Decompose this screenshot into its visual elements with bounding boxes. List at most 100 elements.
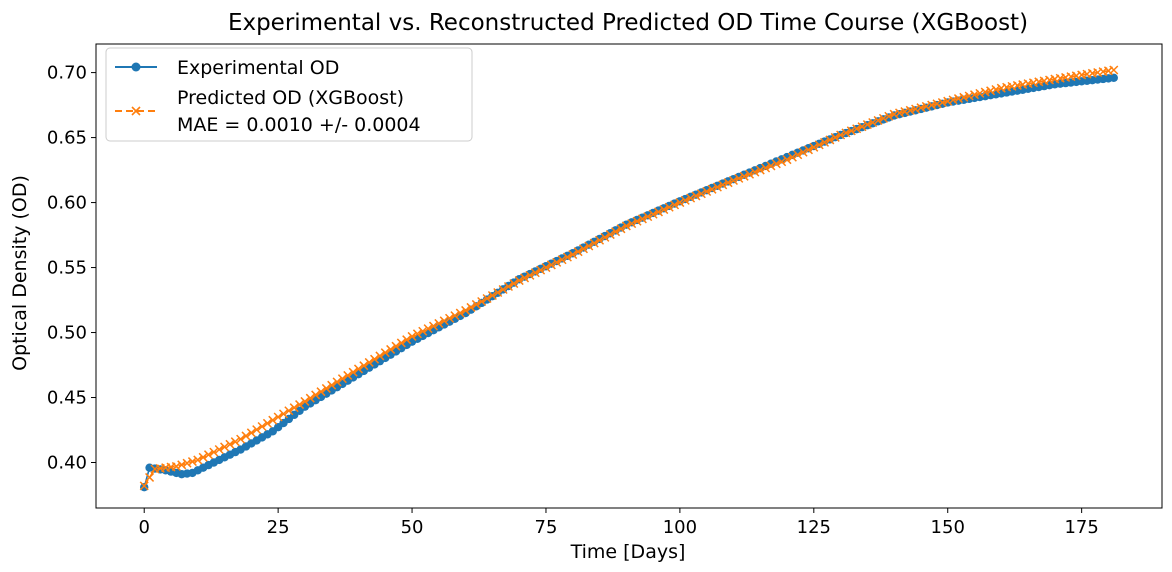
legend-entry-predicted: Predicted OD (XGBoost) MAE = 0.0010 +/- …: [115, 87, 421, 136]
data-point-predicted: [284, 406, 294, 416]
y-axis-label: Optical Density (OD): [9, 175, 31, 371]
legend-label-experimental: Experimental OD: [177, 57, 339, 79]
legend-entry-experimental: Experimental OD: [115, 57, 339, 79]
data-point-predicted: [980, 87, 990, 97]
y-tick-label: 0.40: [47, 453, 87, 474]
data-point-predicted: [246, 428, 256, 438]
y-tick-label: 0.65: [47, 128, 87, 149]
data-point-predicted: [396, 338, 406, 348]
data-point-predicted: [198, 452, 208, 462]
data-point-predicted: [370, 354, 380, 364]
data-point-experimental: [1109, 73, 1118, 82]
y-tick-label: 0.55: [47, 258, 87, 279]
data-point-predicted: [846, 126, 856, 136]
data-point-predicted: [445, 313, 455, 323]
data-point-predicted: [900, 107, 910, 117]
data-point-predicted: [295, 400, 305, 410]
data-point-predicted: [728, 175, 738, 186]
data-point-predicted: [600, 232, 610, 242]
data-point-predicted: [380, 348, 390, 358]
x-tick-label: 75: [535, 517, 558, 538]
data-point-predicted: [262, 418, 272, 428]
data-point-predicted: [680, 195, 690, 205]
data-point-predicted: [525, 270, 535, 280]
data-point-predicted: [632, 216, 642, 226]
data-point-predicted: [653, 207, 663, 217]
data-point-predicted: [193, 455, 203, 465]
x-axis-label: Time [Days]: [570, 541, 686, 563]
x-tick-label: 150: [931, 517, 965, 538]
data-point-predicted: [230, 437, 240, 447]
y-tick-label: 0.60: [47, 193, 87, 214]
data-point-predicted: [627, 219, 637, 229]
data-point-predicted: [300, 396, 310, 406]
data-point-predicted: [964, 91, 974, 101]
data-point-predicted: [386, 344, 396, 354]
plot-area: 0 25 50 75 100 125 150 175 0.40 0.45 0.50 0.55 0.60 0…: [47, 43, 1163, 538]
data-point-predicted: [761, 163, 771, 173]
data-point-predicted: [932, 99, 942, 109]
data-point-predicted: [712, 182, 722, 192]
data-point-predicted: [343, 370, 353, 380]
x-tick-label: 0: [138, 517, 149, 538]
data-point-predicted: [177, 460, 187, 470]
data-point-predicted: [332, 377, 342, 387]
data-point-predicted: [862, 120, 872, 130]
data-point-predicted: [991, 84, 1001, 95]
data-point-predicted: [289, 403, 299, 413]
data-point-predicted: [986, 86, 996, 96]
data-point-predicted: [878, 113, 888, 123]
data-point-predicted: [744, 169, 755, 179]
data-point-predicted: [305, 393, 315, 403]
data-point-predicted: [637, 214, 647, 224]
data-point-predicted: [530, 268, 540, 278]
data-point-predicted: [428, 321, 439, 331]
data-point-predicted: [777, 157, 787, 167]
y-tick-label: 0.45: [47, 388, 87, 409]
data-point-predicted: [503, 281, 514, 292]
data-point-predicted: [391, 341, 401, 351]
data-point-predicted: [236, 434, 246, 444]
data-point-predicted: [273, 412, 283, 422]
data-point-predicted: [611, 227, 621, 237]
data-point-predicted: [337, 374, 347, 384]
data-point-predicted: [809, 142, 819, 152]
data-point-predicted: [562, 252, 572, 262]
data-point-predicted: [852, 124, 862, 134]
data-point-predicted: [894, 108, 905, 118]
data-point-predicted: [975, 88, 985, 98]
data-point-predicted: [819, 137, 830, 147]
data-point-predicted: [595, 235, 605, 245]
data-point-predicted: [739, 171, 749, 181]
data-point-predicted: [659, 205, 669, 215]
x-tick-label: 100: [663, 517, 697, 538]
legend-label-predicted: Predicted OD (XGBoost): [177, 87, 404, 109]
data-point-predicted: [568, 250, 578, 260]
data-point-predicted: [220, 442, 230, 452]
data-point-predicted: [616, 224, 626, 234]
data-point-predicted: [311, 390, 321, 400]
data-point-predicted: [702, 186, 712, 197]
legend: Experimental OD Predicted OD (XGBoost) M…: [105, 47, 473, 142]
data-point-predicted: [434, 318, 444, 328]
data-point-predicted: [364, 357, 374, 367]
data-point-experimental: [140, 483, 149, 492]
data-point-predicted: [750, 167, 760, 177]
data-point-predicted: [766, 161, 776, 171]
data-point-predicted: [482, 293, 492, 304]
x-tick-label: 50: [401, 517, 424, 538]
data-point-predicted: [520, 273, 530, 283]
data-point-predicted: [209, 447, 219, 457]
data-point-predicted: [1109, 65, 1119, 75]
data-point-predicted: [905, 105, 915, 115]
data-point-predicted: [830, 132, 840, 142]
data-point-predicted: [670, 200, 680, 210]
data-point-predicted: [948, 95, 958, 105]
data-point-predicted: [557, 255, 567, 265]
data-point-predicted: [755, 165, 765, 175]
legend-marker-circle: [131, 62, 141, 72]
data-point-predicted: [884, 111, 894, 121]
data-point-predicted: [578, 244, 588, 254]
y-tick-label: 0.50: [47, 323, 87, 344]
data-point-predicted: [793, 150, 803, 160]
